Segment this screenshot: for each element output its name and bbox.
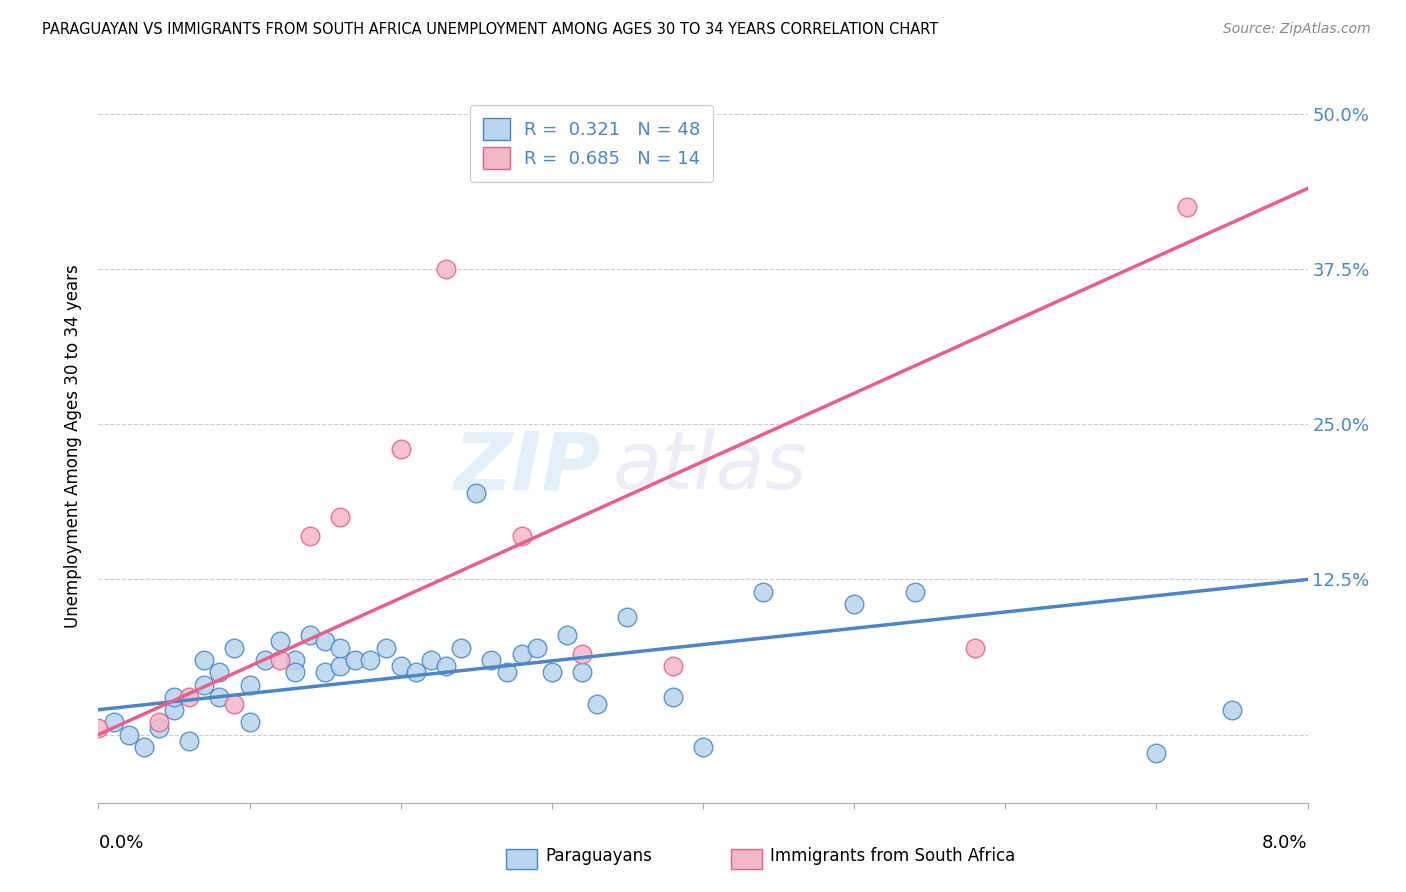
Point xyxy=(314,634,336,648)
Point xyxy=(132,739,155,754)
Point xyxy=(193,653,215,667)
Point xyxy=(1220,703,1243,717)
Point xyxy=(434,262,457,277)
Point xyxy=(359,653,381,667)
Point xyxy=(555,628,578,642)
Point xyxy=(208,690,231,705)
Point xyxy=(148,722,170,736)
Point xyxy=(844,597,866,611)
Point xyxy=(389,659,412,673)
Point xyxy=(752,584,775,599)
Point xyxy=(389,442,412,456)
Point xyxy=(479,653,503,667)
Point xyxy=(329,640,352,655)
Point xyxy=(239,678,262,692)
Point xyxy=(903,584,925,599)
Point xyxy=(526,640,548,655)
Point xyxy=(1144,746,1167,760)
Point xyxy=(179,690,201,705)
Point xyxy=(314,665,336,680)
Point xyxy=(374,640,396,655)
Point xyxy=(163,703,186,717)
Point xyxy=(510,647,533,661)
Point xyxy=(419,653,441,667)
Text: Source: ZipAtlas.com: Source: ZipAtlas.com xyxy=(1223,22,1371,37)
Point xyxy=(616,609,638,624)
Point xyxy=(465,485,488,500)
Point xyxy=(299,628,322,642)
Point xyxy=(1175,200,1198,214)
Point xyxy=(148,715,170,730)
Text: atlas: atlas xyxy=(612,428,807,507)
Point xyxy=(329,510,352,524)
Point xyxy=(661,690,683,705)
Point xyxy=(103,715,125,730)
Point xyxy=(692,739,714,754)
Point xyxy=(253,653,276,667)
Point xyxy=(495,665,517,680)
Point xyxy=(510,529,533,543)
Point xyxy=(571,665,593,680)
Text: Paraguayans: Paraguayans xyxy=(546,847,652,865)
Point xyxy=(284,665,307,680)
Point xyxy=(239,715,262,730)
Point xyxy=(450,640,472,655)
Point xyxy=(344,653,367,667)
Point xyxy=(163,690,186,705)
Text: ZIP: ZIP xyxy=(453,428,600,507)
Text: Immigrants from South Africa: Immigrants from South Africa xyxy=(770,847,1015,865)
Point xyxy=(179,733,201,747)
Point xyxy=(434,659,457,673)
Point xyxy=(269,634,291,648)
Point xyxy=(87,722,110,736)
Point xyxy=(299,529,322,543)
Y-axis label: Unemployment Among Ages 30 to 34 years: Unemployment Among Ages 30 to 34 years xyxy=(63,264,82,628)
Legend: R =  0.321   N = 48, R =  0.685   N = 14: R = 0.321 N = 48, R = 0.685 N = 14 xyxy=(470,105,713,182)
Text: PARAGUAYAN VS IMMIGRANTS FROM SOUTH AFRICA UNEMPLOYMENT AMONG AGES 30 TO 34 YEAR: PARAGUAYAN VS IMMIGRANTS FROM SOUTH AFRI… xyxy=(42,22,938,37)
Point xyxy=(965,640,987,655)
Point xyxy=(405,665,427,680)
Point xyxy=(118,727,141,741)
Point xyxy=(329,659,352,673)
Point xyxy=(284,653,307,667)
Point xyxy=(193,678,215,692)
Text: 8.0%: 8.0% xyxy=(1263,834,1308,852)
Point xyxy=(269,653,291,667)
Point xyxy=(224,697,246,711)
Point xyxy=(661,659,683,673)
Point xyxy=(571,647,593,661)
Point xyxy=(208,665,231,680)
Point xyxy=(540,665,562,680)
Text: 0.0%: 0.0% xyxy=(98,834,143,852)
Point xyxy=(224,640,246,655)
Point xyxy=(586,697,609,711)
